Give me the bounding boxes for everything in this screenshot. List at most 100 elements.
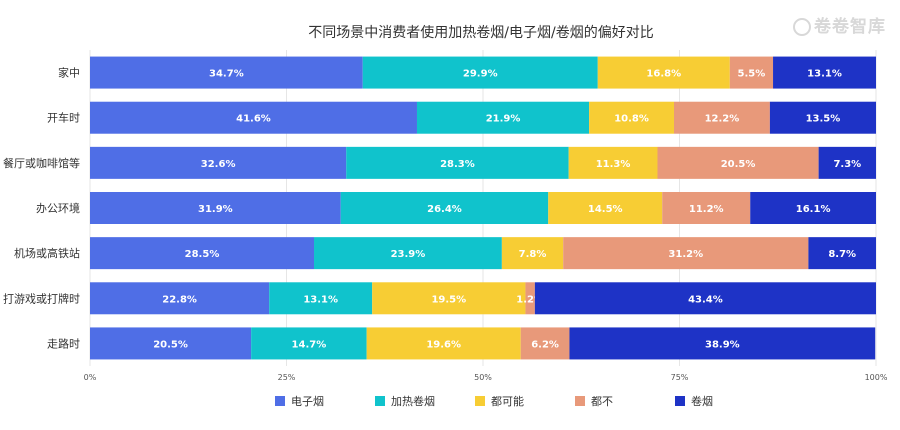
data-label: 31.2% [668, 249, 703, 260]
bar-segment [673, 101, 770, 134]
bar-segment [416, 101, 590, 134]
data-label: 26.4% [427, 204, 462, 215]
data-label: 22.8% [162, 294, 197, 305]
data-label: 6.2% [531, 339, 559, 350]
data-label: 14.7% [292, 339, 327, 350]
bar-segment [657, 146, 819, 179]
data-label: 38.9% [705, 339, 740, 350]
data-label: 12.2% [705, 114, 740, 125]
data-label: 1.2% [516, 294, 544, 305]
legend-label: 加热卷烟 [391, 394, 435, 408]
legend-label: 都可能 [491, 394, 524, 408]
x-tick-label: 0% [84, 373, 97, 382]
data-label: 19.6% [426, 339, 461, 350]
bar-segment [525, 282, 535, 315]
data-label: 20.5% [721, 159, 756, 170]
chart-title: 不同场景中消费者使用加热卷烟/电子烟/卷烟的偏好对比 [308, 24, 653, 41]
bar-segment [597, 56, 730, 89]
data-label: 21.9% [486, 114, 521, 125]
bar-segment [90, 327, 252, 360]
x-axis-ticks: 0% 25% 50% 75% 100% [84, 373, 888, 382]
data-label: 28.5% [185, 249, 220, 260]
bar-segment [501, 237, 564, 270]
bar-segment [808, 237, 876, 270]
data-label: 16.1% [796, 204, 831, 215]
bar-segment [90, 282, 270, 315]
data-label: 14.5% [588, 204, 623, 215]
bar-segment [269, 282, 373, 315]
bar-segment [520, 327, 570, 360]
legend-swatch [675, 396, 685, 406]
bar-segment [729, 56, 774, 89]
bar-segment [750, 192, 876, 224]
logo-icon [793, 18, 811, 36]
data-label: 8.7% [828, 249, 856, 260]
legend-swatch [575, 396, 585, 406]
data-label: 43.4% [688, 294, 723, 305]
bar-segment [818, 146, 876, 179]
category-label: 走路时 [47, 337, 80, 350]
legend-label: 都不 [591, 395, 613, 408]
data-label: 16.8% [646, 69, 681, 80]
data-label: 28.3% [440, 159, 475, 170]
bar-segment [563, 237, 809, 270]
watermark-text: 卷卷智库 [814, 17, 886, 37]
data-label: 13.1% [807, 69, 842, 80]
x-tick-label: 75% [671, 373, 689, 382]
data-label: 20.5% [153, 339, 188, 350]
bar-segment [534, 282, 876, 315]
category-label: 家中 [58, 66, 80, 80]
legend: 电子烟 加热卷烟 都可能 都不 卷烟 [275, 394, 713, 408]
data-label: 23.9% [391, 249, 426, 260]
x-tick-label: 25% [278, 373, 296, 382]
data-label: 41.6% [236, 114, 271, 125]
bar-segment [773, 56, 876, 89]
bar-segment [346, 146, 569, 179]
data-label: 5.5% [738, 69, 766, 80]
data-label: 19.5% [431, 294, 466, 305]
legend-label: 卷烟 [691, 394, 713, 408]
bar-segment [662, 192, 751, 224]
x-tick-label: 50% [474, 373, 492, 382]
bar-segment [589, 101, 674, 134]
data-label: 32.6% [201, 159, 236, 170]
data-label: 31.9% [198, 204, 233, 215]
legend-swatch [475, 396, 485, 406]
data-label: 7.3% [833, 159, 861, 170]
data-label: 11.3% [596, 159, 631, 170]
bar-segment [90, 237, 315, 270]
category-label: 机场或高铁站 [14, 246, 80, 260]
bar-segment [769, 101, 876, 134]
data-label: 13.5% [806, 114, 841, 125]
bar-segment [548, 192, 663, 224]
legend-swatch [275, 396, 285, 406]
x-tick-label: 100% [865, 373, 888, 382]
bar-segment [366, 327, 521, 360]
bar-segment [314, 237, 502, 270]
bar-segment [372, 282, 526, 315]
bar-segment [90, 56, 363, 89]
category-label: 办公环境 [36, 201, 80, 215]
data-label: 13.1% [303, 294, 338, 305]
category-label: 打游戏或打牌时 [3, 291, 80, 305]
data-label: 7.8% [519, 249, 547, 260]
bar-segment [90, 146, 347, 179]
data-label: 34.7% [209, 69, 244, 80]
bar-segment [568, 146, 658, 179]
bar-segment [569, 327, 876, 360]
data-label: 10.8% [614, 114, 649, 125]
bars: 34.7% 29.9% 16.8% 5.5% 13.1% 41.6% 21.9% 10.8% 1… [90, 56, 876, 360]
category-label: 开车时 [47, 111, 80, 125]
data-label: 29.9% [463, 69, 498, 80]
bar-segment [251, 327, 367, 360]
bar-segment [90, 192, 341, 224]
category-label: 餐厅或咖啡馆等 [3, 156, 80, 170]
legend-label: 电子烟 [291, 394, 324, 408]
watermark: 卷卷智库 [793, 12, 886, 37]
bar-segment [362, 56, 598, 89]
legend-swatch [375, 396, 385, 406]
data-label: 11.2% [689, 204, 724, 215]
bar-segment [340, 192, 549, 224]
